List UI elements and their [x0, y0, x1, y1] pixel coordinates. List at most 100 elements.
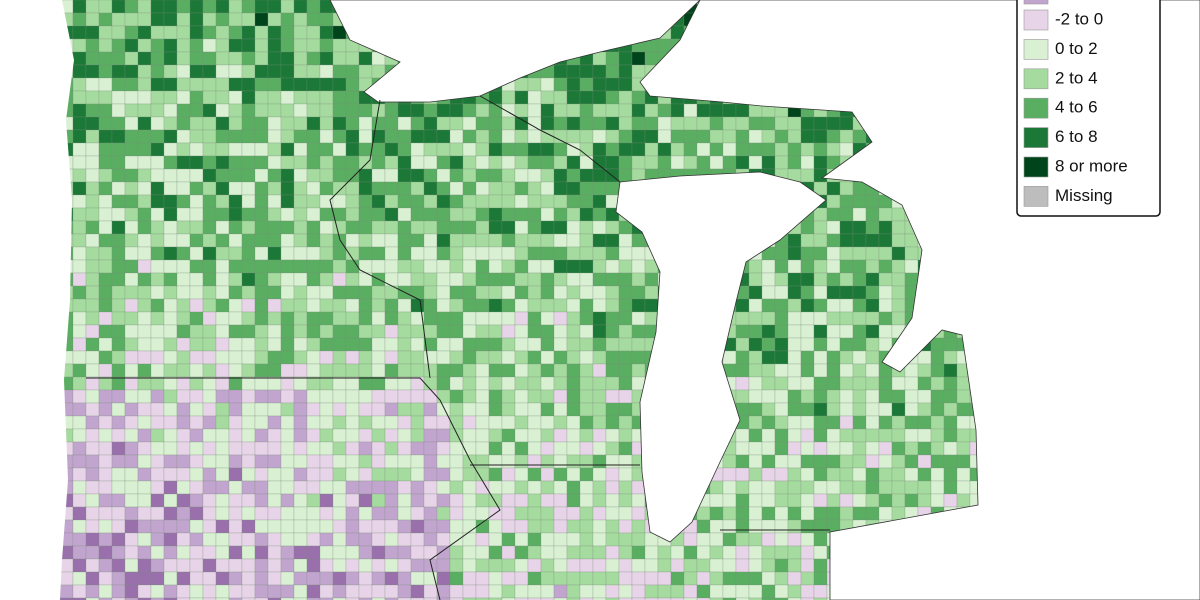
- map-cell: [280, 337, 295, 352]
- map-cell: [774, 298, 789, 313]
- map-cell: [60, 103, 74, 118]
- map-cell: [111, 571, 126, 586]
- map-cell: [709, 116, 724, 131]
- map-cell: [449, 545, 464, 560]
- map-cell: [813, 350, 828, 365]
- map-cell: [852, 376, 867, 391]
- map-cell: [137, 480, 152, 495]
- map-cell: [124, 77, 139, 92]
- map-cell: [462, 558, 477, 573]
- map-cell: [891, 246, 906, 261]
- map-cell: [462, 246, 477, 261]
- map-cell: [85, 324, 100, 339]
- map-cell: [657, 571, 672, 586]
- map-cell: [254, 298, 269, 313]
- map-cell: [72, 363, 87, 378]
- map-cell: [462, 480, 477, 495]
- map-cell: [761, 428, 776, 443]
- map-cell: [826, 389, 841, 404]
- map-cell: [228, 272, 243, 287]
- map-cell: [566, 207, 581, 222]
- map-cell: [579, 168, 594, 183]
- map-cell: [254, 532, 269, 547]
- map-cell: [800, 467, 815, 482]
- map-cell: [592, 207, 607, 222]
- map-cell: [293, 441, 308, 456]
- map-cell: [60, 0, 74, 14]
- map-cell: [527, 298, 542, 313]
- map-cell: [527, 350, 542, 365]
- map-cell: [566, 246, 581, 261]
- map-cell: [592, 402, 607, 417]
- map-cell: [202, 350, 217, 365]
- map-cell: [228, 493, 243, 508]
- map-cell: [423, 259, 438, 274]
- map-cell: [436, 441, 451, 456]
- map-cell: [202, 571, 217, 586]
- map-cell: [241, 480, 256, 495]
- map-cell: [761, 350, 776, 365]
- map-cell: [254, 584, 269, 599]
- map-cell: [215, 402, 230, 417]
- map-cell: [176, 298, 191, 313]
- map-cell: [124, 12, 139, 27]
- map-cell: [540, 77, 555, 92]
- map-cell: [488, 324, 503, 339]
- map-cell: [358, 64, 373, 79]
- map-cell: [865, 415, 880, 430]
- map-cell: [215, 389, 230, 404]
- map-cell: [202, 90, 217, 105]
- map-cell: [878, 220, 893, 235]
- map-cell: [280, 480, 295, 495]
- map-cell: [423, 194, 438, 209]
- map-cell: [423, 467, 438, 482]
- map-cell: [410, 168, 425, 183]
- map-cell: [280, 519, 295, 534]
- map-cell: [345, 558, 360, 573]
- map-cell: [384, 519, 399, 534]
- map-cell: [189, 402, 204, 417]
- map-cell: [254, 350, 269, 365]
- map-cell: [436, 337, 451, 352]
- map-cell: [566, 116, 581, 131]
- map-cell: [215, 311, 230, 326]
- map-cell: [111, 25, 126, 40]
- map-cell: [293, 285, 308, 300]
- map-cell: [124, 571, 139, 586]
- map-cell: [98, 558, 113, 573]
- map-cell: [150, 12, 165, 27]
- map-cell: [241, 155, 256, 170]
- map-cell: [267, 181, 282, 196]
- map-cell: [826, 363, 841, 378]
- map-cell: [85, 181, 100, 196]
- map-cell: [397, 324, 412, 339]
- map-cell: [228, 311, 243, 326]
- map-cell: [592, 194, 607, 209]
- map-cell: [618, 350, 633, 365]
- map-cell: [319, 220, 334, 235]
- map-cell: [267, 337, 282, 352]
- map-cell: [280, 506, 295, 521]
- map-cell: [137, 402, 152, 417]
- map-cell: [904, 402, 919, 417]
- map-cell: [813, 415, 828, 430]
- map-cell: [553, 428, 568, 443]
- legend-swatch: [1023, 39, 1049, 60]
- map-cell: [371, 428, 386, 443]
- map-cell: [566, 181, 581, 196]
- map-cell: [345, 467, 360, 482]
- map-cell: [579, 506, 594, 521]
- map-cell: [735, 350, 750, 365]
- map-cell: [72, 311, 87, 326]
- map-cell: [579, 441, 594, 456]
- map-cell: [488, 558, 503, 573]
- map-cell: [527, 142, 542, 157]
- map-cell: [527, 181, 542, 196]
- map-cell: [267, 51, 282, 66]
- map-cell: [306, 506, 321, 521]
- map-cell: [319, 155, 334, 170]
- map-cell: [189, 454, 204, 469]
- map-cell: [137, 168, 152, 183]
- map-cell: [306, 38, 321, 53]
- map-cell: [306, 467, 321, 482]
